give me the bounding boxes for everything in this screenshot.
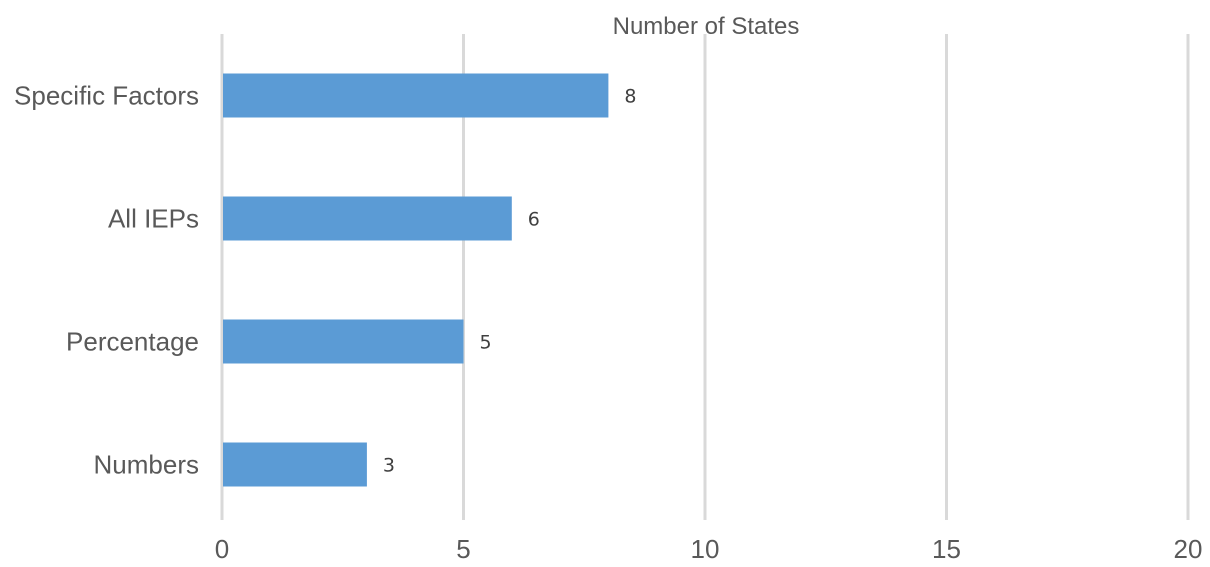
bar	[223, 196, 512, 241]
x-tick-label: 10	[691, 534, 720, 564]
labels: 0 5 10 15 20 Specific Factors 8 All IEPs 6 Percen…	[14, 81, 1202, 565]
category-label: Specific Factors	[14, 81, 199, 111]
data-label: 6	[528, 209, 540, 231]
x-tick-label: 0	[215, 534, 229, 564]
category-label: All IEPs	[108, 204, 199, 234]
bar	[223, 73, 609, 118]
x-tick-label: 20	[1174, 534, 1203, 564]
x-tick-label: 15	[932, 534, 961, 564]
data-label: 3	[383, 455, 395, 477]
data-label: 8	[624, 86, 636, 108]
category-label: Percentage	[66, 327, 199, 357]
data-label: 5	[480, 332, 492, 354]
x-tick-label: 5	[456, 534, 470, 564]
bar	[223, 442, 367, 487]
bar	[223, 319, 464, 364]
bars	[223, 73, 609, 487]
category-label: Numbers	[94, 450, 199, 480]
chart-title: Number of States	[613, 13, 800, 40]
